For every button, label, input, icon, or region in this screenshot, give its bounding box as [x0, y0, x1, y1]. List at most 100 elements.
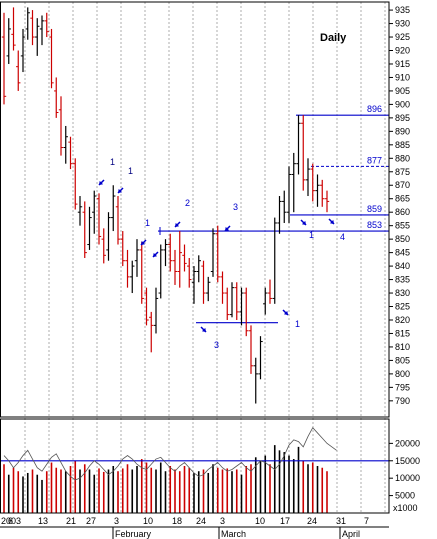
price-bar — [130, 260, 135, 294]
price-tick-label: 925 — [395, 32, 410, 42]
price-bar — [225, 287, 230, 320]
price-bar — [210, 228, 216, 277]
day-label: 3 — [220, 516, 225, 526]
annotation-label: 1 — [128, 166, 133, 176]
price-bar — [286, 166, 292, 223]
annotation-label: 1 — [295, 319, 300, 329]
price-tick-label: 905 — [395, 86, 410, 96]
price-bar — [315, 174, 320, 207]
price-bar — [149, 311, 154, 353]
price-bar — [115, 196, 121, 245]
day-label: 21 — [66, 516, 76, 526]
price-tick-label: 895 — [395, 113, 410, 123]
price-bar — [320, 179, 325, 207]
price-bar — [87, 206, 92, 250]
month-label: February — [115, 529, 152, 539]
axes: 935 930 925 920 915 910 905 900 895 890 885 880 875 8… — [1, 5, 420, 539]
price-bar — [172, 249, 178, 285]
level-label: 859 — [367, 204, 382, 214]
price-bar — [25, 7, 30, 40]
price-bar — [77, 196, 83, 226]
price-bar — [39, 15, 45, 46]
month-label: March — [221, 529, 246, 539]
price-bar — [44, 12, 49, 38]
day-label: 18 — [172, 516, 182, 526]
price-bar — [201, 260, 206, 304]
price-bar — [96, 193, 102, 245]
price-tick-label: 865 — [395, 194, 410, 204]
level-label: 877 — [367, 155, 382, 165]
pointer-arrow — [282, 309, 289, 316]
pointer-arrow — [140, 239, 147, 246]
price-bar — [63, 125, 68, 164]
price-bar — [296, 115, 301, 175]
price-bar — [35, 18, 40, 56]
price-bar — [20, 28, 26, 73]
price-tick-label: 800 — [395, 369, 410, 379]
price-bar — [54, 77, 59, 118]
arrow-head — [141, 240, 146, 245]
annotation-label: 3 — [233, 202, 238, 212]
price-bar — [253, 357, 258, 404]
price-bar — [272, 217, 277, 304]
pointer-arrow — [98, 179, 105, 186]
price-bar — [196, 255, 201, 283]
pointer-arrow — [117, 187, 124, 194]
price-bar — [182, 244, 187, 272]
day-label: 7 — [364, 516, 369, 526]
price-bar — [263, 287, 268, 315]
price-bar — [73, 158, 78, 210]
volume-pane-frame — [0, 418, 390, 514]
pointer-arrow — [200, 326, 207, 333]
price-tick-label: 795 — [395, 382, 410, 392]
price-bar — [125, 249, 130, 288]
volume-tick-label: 10000 — [395, 473, 420, 483]
price-tick-label: 840 — [395, 261, 410, 271]
price-bar — [258, 336, 263, 380]
price-tick-label: 915 — [395, 59, 410, 69]
day-label: 10 — [143, 516, 153, 526]
price-bar — [106, 212, 111, 261]
price-tick-label: 875 — [395, 167, 410, 177]
price-tick-label: 920 — [395, 46, 410, 56]
arrow-head — [283, 310, 288, 315]
arrow-head — [175, 222, 180, 227]
price-bar — [267, 279, 273, 304]
month-label: April — [342, 529, 360, 539]
price-bar — [277, 196, 282, 234]
price-tick-label: 845 — [395, 248, 410, 258]
price-bar — [324, 190, 330, 213]
price-bar — [49, 28, 54, 89]
level-label: 896 — [367, 104, 382, 114]
volume-line — [0, 427, 389, 481]
price-bar — [229, 282, 235, 318]
price-tick-label: 900 — [395, 99, 410, 109]
price-bar — [92, 190, 97, 234]
annotation-label: 1 — [309, 230, 314, 240]
day-label: 17 — [280, 516, 290, 526]
price-tick-label: 885 — [395, 140, 410, 150]
price-tick-label: 830 — [395, 288, 410, 298]
price-bar — [244, 287, 249, 337]
price-bar — [158, 244, 163, 299]
volume-average-line — [3, 427, 337, 481]
volume-tick-label: 5000 — [395, 491, 415, 501]
price-tick-label: 860 — [395, 207, 410, 217]
pointer-arrow — [224, 225, 231, 232]
pointer-arrow — [174, 221, 181, 228]
price-tick-label: 910 — [395, 72, 410, 82]
arrow-head — [201, 327, 206, 332]
price-bar — [191, 266, 197, 304]
price-bar — [187, 258, 192, 288]
chart-title: Daily — [320, 32, 347, 44]
price-tick-label: 805 — [395, 355, 410, 365]
price-tick-label: 880 — [395, 153, 410, 163]
price-bar — [58, 96, 64, 156]
price-bar — [111, 185, 116, 232]
price-bar — [215, 225, 220, 283]
price-bar — [177, 231, 182, 288]
pointer-arrow — [328, 218, 335, 225]
volume-tick-label: 15000 — [395, 456, 420, 466]
